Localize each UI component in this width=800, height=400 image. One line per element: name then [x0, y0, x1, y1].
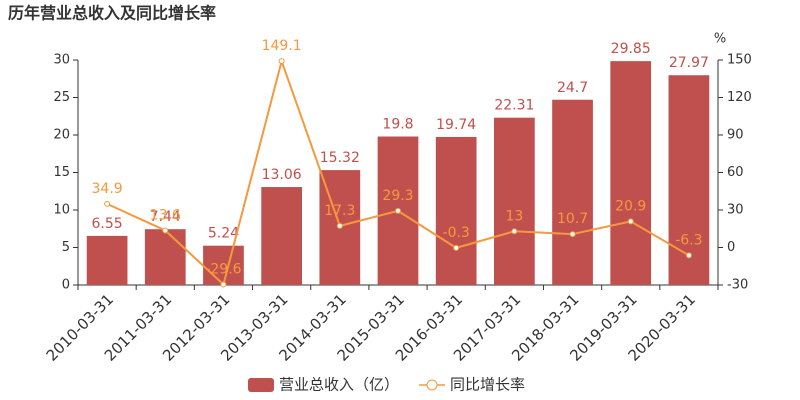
bar-value-label: 15.32 [320, 150, 360, 166]
line-point [336, 222, 343, 229]
y2-tick-label: 120 [727, 90, 752, 105]
y2-tick-label: 0 [727, 240, 735, 255]
bar [261, 187, 302, 285]
legend-symbol [248, 378, 274, 392]
legend-label: 同比增长率 [450, 376, 525, 394]
bar-value-label: 7.44 [150, 209, 181, 225]
bar [144, 229, 186, 285]
line-point [278, 58, 285, 65]
bar-value-label: 29.85 [611, 41, 651, 57]
line-value-label: 13.6 [150, 208, 181, 224]
bar-value-label: 5.24 [208, 226, 239, 242]
line-value-label: 34.9 [92, 181, 123, 197]
bar [494, 117, 535, 285]
line-value-label: -29.6 [205, 262, 241, 278]
bar-value-label: 13.06 [262, 167, 302, 183]
y-tick-label: 0 [62, 278, 70, 293]
bar-value-label: 22.31 [494, 98, 534, 114]
line-point [453, 244, 460, 251]
line-value-label: 149.1 [262, 38, 302, 54]
y-tick-label: 30 [53, 53, 70, 68]
line-point [220, 281, 227, 288]
y2-tick-label: 90 [727, 128, 744, 143]
bar-value-label: 19.8 [382, 117, 413, 133]
y2-unit: % [714, 32, 726, 47]
bar [203, 245, 244, 285]
line-value-label: 13 [505, 208, 523, 224]
bar [668, 75, 710, 285]
bar [552, 99, 593, 285]
line-value-label: 17.3 [324, 203, 355, 219]
y-tick-label: 5 [62, 240, 70, 255]
bar [86, 235, 128, 285]
line-value-label: -0.3 [443, 225, 470, 241]
y-tick-label: 10 [53, 203, 70, 218]
bar-value-label: 19.74 [436, 117, 476, 133]
line-point [685, 252, 692, 259]
chart-title: 历年营业总收入及同比增长率 [8, 4, 216, 23]
y2-tick-label: 30 [727, 203, 744, 218]
y-tick-label: 20 [53, 128, 70, 143]
line-point [162, 227, 169, 234]
bar [610, 61, 652, 285]
line-value-label: 10.7 [557, 211, 588, 227]
y-tick-label: 15 [53, 165, 70, 180]
line-point [627, 218, 634, 225]
bar-value-label: 6.55 [92, 216, 123, 232]
y2-tick-label: -30 [727, 278, 748, 293]
y2-tick-label: 60 [727, 165, 744, 180]
legend-symbol [426, 379, 438, 391]
line-value-label: 29.3 [382, 188, 413, 204]
y2-tick-label: 150 [727, 53, 752, 68]
bar-value-label: 24.7 [557, 80, 588, 96]
line-value-label: 20.9 [615, 198, 646, 214]
line-point [511, 228, 518, 235]
line-point [569, 231, 576, 238]
line-point [395, 207, 401, 214]
bar [435, 136, 477, 285]
y-tick-label: 25 [53, 90, 70, 105]
bar-value-label: 27.97 [669, 55, 709, 71]
line-value-label: -6.3 [675, 232, 702, 248]
legend-label: 营业总收入（亿） [279, 376, 399, 394]
line-point [104, 200, 111, 207]
